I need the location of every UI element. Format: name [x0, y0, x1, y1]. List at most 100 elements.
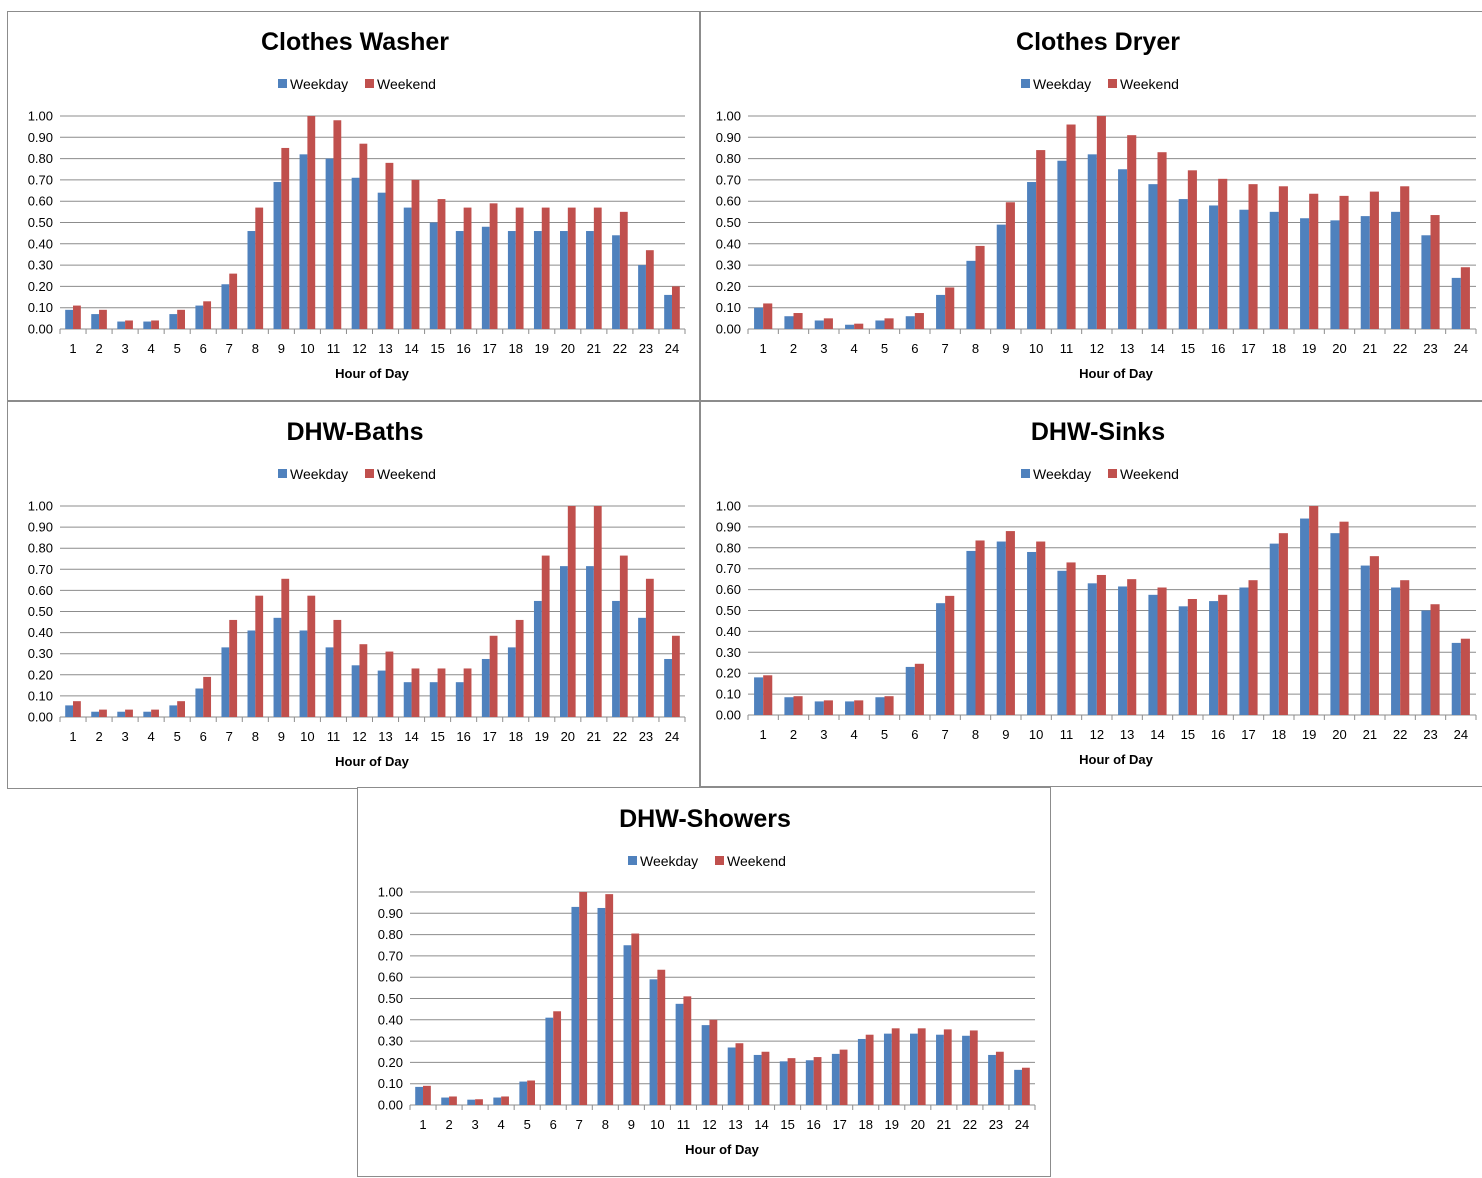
x-tick-label: 23: [1423, 727, 1437, 742]
bar-weekend: [823, 318, 833, 329]
bar-weekday: [905, 666, 915, 715]
y-tick-label: 0.70: [28, 172, 53, 187]
bar-weekend: [1005, 531, 1015, 715]
y-tick-label: 1.00: [28, 499, 53, 514]
bar-weekday: [1209, 601, 1219, 715]
bar-weekend: [1157, 587, 1167, 715]
y-tick-label: 0.70: [716, 561, 741, 576]
legend-label-weekend: Weekend: [377, 76, 436, 92]
bar-weekday: [1027, 182, 1037, 329]
x-tick-label: 21: [587, 341, 601, 356]
bar-weekday: [1087, 154, 1097, 329]
legend-label-weekday: Weekday: [290, 466, 348, 482]
bar-weekday: [351, 177, 360, 329]
y-tick-label: 1.00: [378, 885, 403, 900]
bar-weekend: [73, 305, 81, 329]
y-tick-label: 0.00: [28, 322, 53, 337]
bar-weekday: [247, 231, 256, 329]
bar-weekend: [99, 709, 107, 717]
bar-weekend: [1400, 186, 1410, 329]
x-tick-label: 4: [148, 729, 155, 744]
bar-weekday: [988, 1054, 996, 1105]
bar-weekend: [203, 301, 212, 329]
y-tick-label: 1.00: [716, 499, 741, 514]
bar-weekday: [623, 945, 632, 1105]
x-tick-label: 4: [851, 727, 858, 742]
x-tick-label: 18: [508, 729, 522, 744]
y-tick-label: 0.50: [716, 603, 741, 618]
legend-swatch-weekend: [1108, 469, 1117, 478]
y-tick-label: 0.30: [28, 646, 53, 661]
bar-weekend: [1309, 506, 1319, 715]
bar-weekend: [945, 287, 955, 329]
bar-weekday: [221, 284, 230, 329]
bar-weekend: [307, 595, 316, 717]
x-tick-label: 16: [456, 341, 470, 356]
y-tick-label: 0.00: [716, 708, 741, 723]
bar-weekend: [151, 709, 159, 717]
bar-weekend: [1127, 579, 1137, 715]
chart-panel-clothes-dryer: Clothes Dryer Weekday Weekend 0.00 0.10 0.…: [700, 11, 1482, 401]
bar-weekday: [560, 231, 568, 329]
bar-weekend: [605, 894, 614, 1105]
bar-weekend: [761, 1051, 770, 1105]
bar-weekend: [709, 1019, 718, 1105]
bar-weekday: [65, 705, 74, 717]
bar-weekend: [793, 313, 803, 329]
y-tick-label: 0.50: [716, 215, 741, 230]
x-tick-label: 1: [760, 727, 767, 742]
y-tick-label: 0.10: [716, 687, 741, 702]
bar-weekend: [657, 969, 666, 1105]
bar-weekday: [1300, 218, 1310, 329]
chart-panel-clothes-washer: Clothes Washer Weekday Weekend 0.00 0.10 0…: [7, 11, 700, 401]
bar-weekend: [489, 203, 498, 329]
plot-area: 0.00 0.10 0.20 0.30 0.40 0.50 0.60 0.70 0.80 0.90…: [28, 499, 686, 744]
x-tick-label: 3: [121, 729, 128, 744]
bar-weekday: [875, 697, 885, 715]
x-axis-title: Hour of Day: [335, 754, 409, 769]
x-tick-label: 10: [300, 341, 314, 356]
y-tick-label: 0.40: [716, 236, 741, 251]
x-tick-label: 13: [728, 1117, 742, 1132]
x-tick-label: 14: [404, 341, 418, 356]
x-tick-label: 20: [1332, 341, 1346, 356]
x-axis-title: Hour of Day: [335, 366, 409, 381]
bar-weekend: [359, 644, 368, 717]
bar-weekend: [975, 540, 985, 715]
bar-weekend: [1187, 599, 1197, 715]
bar-weekend: [411, 668, 420, 717]
x-tick-label: 21: [937, 1117, 951, 1132]
x-tick-label: 15: [1181, 727, 1195, 742]
bar-weekend: [735, 1043, 744, 1105]
y-tick-label: 0.20: [378, 1055, 403, 1070]
x-tick-label: 3: [471, 1117, 478, 1132]
y-tick-label: 0.60: [716, 194, 741, 209]
bar-weekend: [631, 933, 640, 1105]
bar-weekend: [975, 245, 985, 329]
x-axis-title: Hour of Day: [1079, 752, 1153, 767]
bar-weekday: [814, 701, 824, 715]
y-tick-label: 0.50: [28, 604, 53, 619]
legend-swatch-weekday: [1021, 469, 1030, 478]
legend-swatch-weekday: [628, 856, 637, 865]
bar-weekend: [1460, 638, 1470, 715]
bar-weekday: [571, 906, 580, 1105]
chart-title: DHW-Sinks: [1031, 418, 1165, 446]
bar-weekday: [455, 231, 464, 329]
bar-weekend: [671, 286, 680, 329]
plot-area: 0.00 0.10 0.20 0.30 0.40 0.50 0.60 0.70 0.80 0.90…: [716, 109, 1477, 356]
bar-weekday: [195, 305, 204, 329]
bar-weekend: [1309, 193, 1319, 329]
x-tick-label: 7: [576, 1117, 583, 1132]
bar-weekend: [671, 635, 680, 717]
y-tick-label: 0.10: [378, 1076, 403, 1091]
bar-weekend: [593, 506, 602, 717]
bar-weekday: [1148, 594, 1158, 715]
x-tick-label: 18: [508, 341, 522, 356]
bar-weekend: [125, 320, 133, 329]
bar-weekday: [805, 1060, 814, 1105]
bar-weekend: [943, 1029, 952, 1105]
bar-weekday: [754, 677, 764, 715]
x-tick-label: 6: [200, 729, 207, 744]
bar-weekend: [177, 701, 185, 717]
